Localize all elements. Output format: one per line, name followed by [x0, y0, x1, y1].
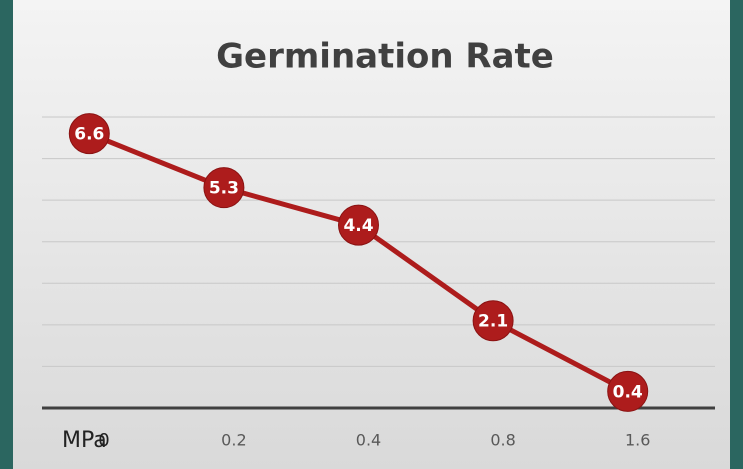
point [607, 370, 649, 412]
chart-title: Germination Rate [216, 37, 554, 77]
point [338, 204, 379, 246]
data-label: 5.3 [209, 179, 239, 199]
point [472, 300, 514, 342]
x-tick-label: 1.6 [625, 431, 650, 450]
x-tick-label: 0.4 [356, 431, 381, 450]
data-label: 6.6 [74, 125, 104, 145]
data-label: 0.4 [613, 382, 643, 402]
x-tick-label: 0.2 [221, 431, 246, 450]
x-tick-label: 0 [98, 430, 109, 451]
point [68, 113, 110, 155]
x-axis-label: MPa [62, 428, 107, 453]
point [203, 167, 245, 209]
data-label: 4.4 [343, 216, 373, 236]
x-tick-label: 0.8 [490, 431, 515, 450]
data-label: 2.1 [478, 312, 508, 332]
